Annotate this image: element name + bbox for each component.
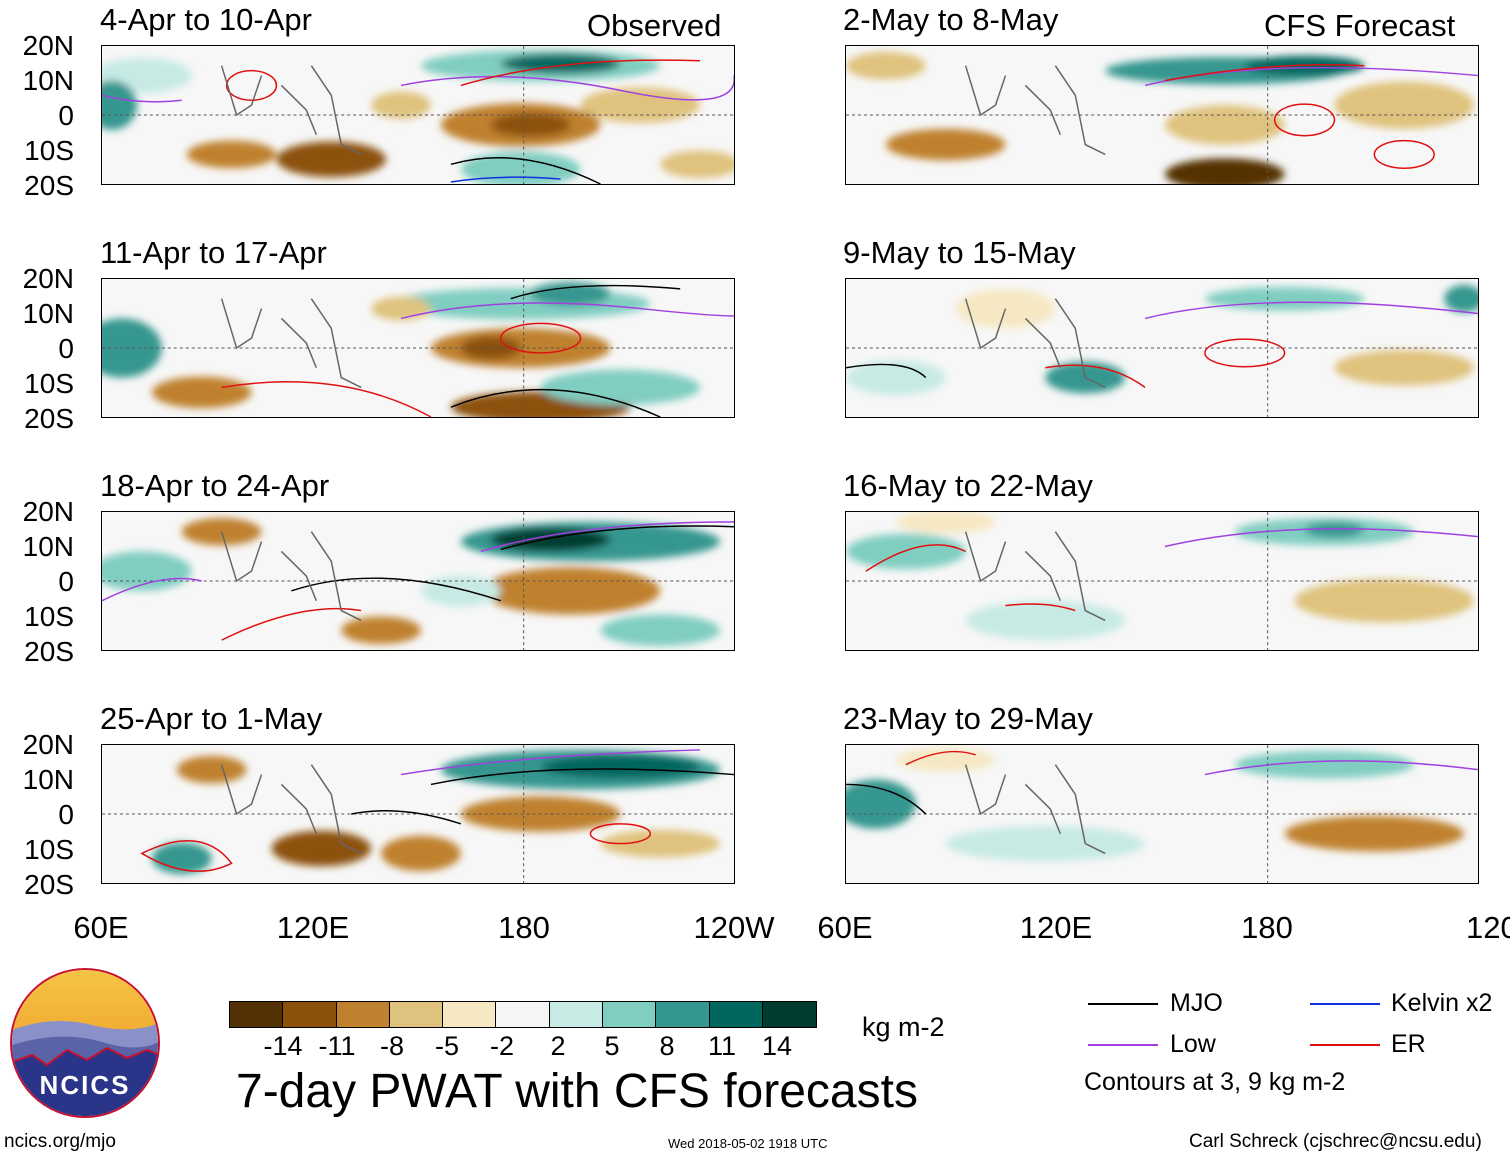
forecast-panel-4-title: 23-May to 29-May [843, 701, 1093, 736]
colorbar-swatch-7 [549, 1002, 604, 1027]
footer-timestamp: Wed 2018-05-02 1918 UTC [668, 1136, 828, 1151]
lon-120e-right: 120E [1019, 910, 1093, 945]
ncics-logo: NCICS [10, 968, 160, 1118]
lon-60e-right: 60E [817, 910, 873, 945]
legend-er-label: ER [1391, 1030, 1426, 1058]
observed-label: Observed [587, 8, 722, 43]
lat-10s: 10S [24, 834, 74, 865]
forecast-map-panel-1 [845, 45, 1479, 185]
lat-10n: 10N [22, 298, 74, 329]
legend-contours-note: Contours at 3, 9 kg m-2 [1084, 1068, 1346, 1096]
colorbar-swatch-6 [496, 1002, 550, 1027]
lat-10n: 10N [22, 65, 74, 96]
lat-20n: 20N [22, 30, 74, 61]
lat-10s: 10S [24, 601, 74, 632]
colorbar-tick: 5 [604, 1031, 620, 1061]
observed-panel-3-title: 18-Apr to 24-Apr [100, 468, 330, 503]
legend-kelvin-line [1310, 1003, 1380, 1005]
colorbar-tick: 8 [659, 1031, 675, 1061]
colorbar-swatch-2 [283, 1002, 337, 1027]
lat-10n: 10N [22, 531, 74, 562]
colorbar-swatch-3 [336, 1002, 390, 1027]
colorbar-tick: -14 [263, 1031, 303, 1061]
observed-map-panel-2 [101, 278, 735, 418]
lat-0: 0 [58, 333, 74, 364]
lat-0: 0 [58, 100, 74, 131]
lon-120w-left: 120W [693, 910, 775, 945]
legend-mjo-line [1088, 1003, 1158, 1005]
legend-er-line [1310, 1044, 1380, 1046]
colorbar-swatch-4 [389, 1002, 444, 1027]
lat-20s: 20S [24, 636, 74, 667]
lat-20n: 20N [22, 496, 74, 527]
legend-low-label: Low [1170, 1030, 1216, 1058]
lat-20n: 20N [22, 729, 74, 760]
lat-10s: 10S [24, 368, 74, 399]
lat-20s: 20S [24, 869, 74, 900]
colorbar-units: kg m-2 [862, 1012, 945, 1042]
forecast-panel-1-title: 2-May to 8-May [843, 2, 1059, 37]
colorbar-swatch-10 [709, 1002, 763, 1027]
lon-60e-left: 60E [73, 910, 129, 945]
observed-panel-1-title: 4-Apr to 10-Apr [100, 2, 312, 37]
colorbar-tick: 2 [550, 1031, 566, 1061]
forecast-panel-3-title: 16-May to 22-May [843, 468, 1093, 503]
observed-panel-2-title: 11-Apr to 17-Apr [100, 235, 327, 270]
legend-mjo-label: MJO [1170, 989, 1223, 1017]
lon-120w-right: 120W [1466, 910, 1510, 945]
observed-panel-4-title: 25-Apr to 1-May [100, 701, 323, 736]
forecast-map-panel-2 [845, 278, 1479, 418]
observed-map-panel-4 [101, 744, 735, 884]
footer-url[interactable]: ncics.org/mjo [4, 1131, 116, 1152]
colorbar-tick: -5 [434, 1031, 460, 1061]
lat-20n: 20N [22, 263, 74, 294]
lon-180-right: 180 [1241, 910, 1293, 945]
colorbar [229, 1001, 818, 1028]
colorbar-tick: -8 [379, 1031, 405, 1061]
colorbar-swatch-8 [603, 1002, 657, 1027]
forecast-map-panel-4 [845, 744, 1479, 884]
lat-0: 0 [58, 566, 74, 597]
colorbar-tick: 11 [707, 1031, 737, 1061]
forecast-label: CFS Forecast [1264, 8, 1456, 43]
colorbar-tick: -11 [318, 1031, 356, 1061]
logo-text: NCICS [39, 1070, 131, 1100]
colorbar-tick: 14 [761, 1031, 793, 1061]
observed-map-panel-1 [101, 45, 735, 185]
legend-low-line [1088, 1044, 1158, 1046]
lat-10n: 10N [22, 764, 74, 795]
forecast-map-panel-3 [845, 511, 1479, 651]
footer-credit: Carl Schreck (cjschrec@ncsu.edu) [1189, 1131, 1482, 1152]
lat-20s: 20S [24, 403, 74, 434]
colorbar-tick: -2 [489, 1031, 515, 1061]
colorbar-swatch-11 [762, 1002, 817, 1027]
lat-10s: 10S [24, 135, 74, 166]
legend-kelvin-label: Kelvin x2 [1391, 989, 1493, 1017]
lon-180-left: 180 [498, 910, 550, 945]
observed-map-panel-3 [101, 511, 735, 651]
colorbar-swatch-9 [656, 1002, 710, 1027]
lon-120e-left: 120E [276, 910, 350, 945]
main-title: 7-day PWAT with CFS forecasts [236, 1065, 918, 1118]
lat-20s: 20S [24, 170, 74, 201]
forecast-panel-2-title: 9-May to 15-May [843, 235, 1076, 270]
colorbar-swatch-5 [443, 1002, 497, 1027]
lat-0: 0 [58, 799, 74, 830]
colorbar-swatch-1 [230, 1002, 284, 1027]
